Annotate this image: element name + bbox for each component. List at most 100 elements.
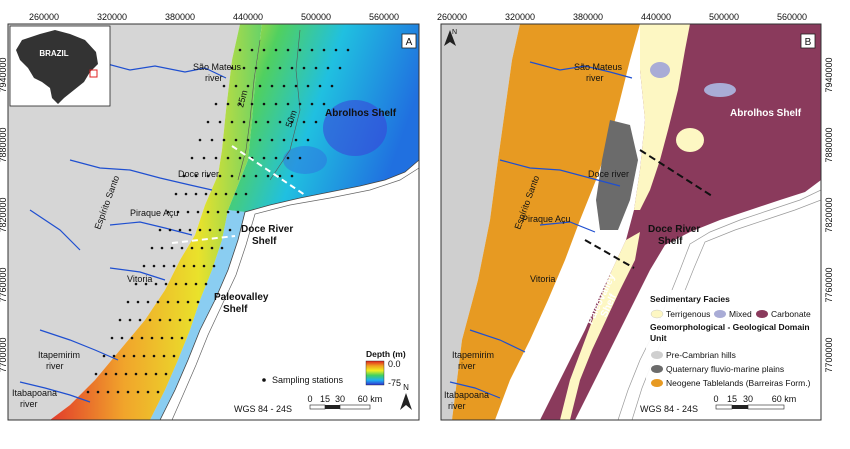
- sampling-station: [170, 246, 174, 250]
- sampling-station: [294, 84, 298, 88]
- sampling-station: [204, 282, 208, 286]
- sampling-station: [182, 264, 186, 268]
- sampling-station: [314, 120, 318, 124]
- sampling-station: [166, 300, 170, 304]
- sampling-station: [186, 300, 190, 304]
- sampling-station: [186, 210, 190, 214]
- sampling-station: [162, 354, 166, 358]
- sampling-station: [194, 174, 198, 178]
- depth-min: -75: [388, 378, 401, 388]
- shelf-divider: [639, 149, 713, 197]
- sampling-station: [298, 156, 302, 160]
- sampling-station: [206, 210, 210, 214]
- depth-legend: Depth (m) 0.0 -75: [365, 349, 406, 388]
- sampling-station: [306, 138, 310, 142]
- y-tick: 7700000: [824, 337, 834, 372]
- sampling-station: [158, 318, 162, 322]
- legend-precambrian: Pre-Cambrian hills: [666, 350, 736, 360]
- doce-river: [499, 159, 621, 187]
- piraque-river: [539, 221, 596, 233]
- sampling-station: [290, 120, 294, 124]
- sampling-station: [314, 66, 318, 70]
- x-tick: 500000: [709, 12, 739, 22]
- panel-letter: B: [805, 37, 812, 48]
- sampling-station: [156, 300, 160, 304]
- x-tick: 320000: [505, 12, 535, 22]
- y-tick: 7940000: [0, 57, 8, 92]
- sampling-station: [118, 318, 122, 322]
- sampling-station: [152, 264, 156, 268]
- sampling-station: [172, 264, 176, 268]
- sampling-station: [120, 336, 124, 340]
- label-itabapoana: Itabapoana: [444, 390, 489, 400]
- sampling-station: [192, 264, 196, 268]
- sampling-station: [274, 48, 278, 52]
- sampling-station: [190, 246, 194, 250]
- x-axis-b: 260000 320000 380000 440000 500000 56000…: [437, 12, 807, 22]
- sao-mateus-river: [99, 61, 227, 79]
- sampling-station: [178, 228, 182, 232]
- sampling-station: [310, 48, 314, 52]
- sampling-station: [142, 354, 146, 358]
- scale-tick: 0: [307, 394, 312, 404]
- sampling-station: [346, 48, 350, 52]
- sampling-station: [202, 264, 206, 268]
- sampling-station: [112, 354, 116, 358]
- sampling-station: [184, 192, 188, 196]
- sampling-station: [144, 372, 148, 376]
- carbonate-swatch: [756, 310, 768, 318]
- sampling-station: [172, 354, 176, 358]
- label-doce-river: Doce river: [588, 169, 629, 179]
- sampling-station: [214, 192, 218, 196]
- terrigenous-patch: [676, 128, 704, 152]
- label-piraque: Piraque Açu: [130, 208, 179, 218]
- bathymetry-coastal: [50, 24, 262, 420]
- x-tick: 440000: [641, 12, 671, 22]
- north-label: N: [403, 383, 409, 392]
- land-area: [8, 24, 240, 420]
- shelf-divider: [171, 235, 236, 244]
- sampling-station: [154, 282, 158, 286]
- sampling-station: [290, 66, 294, 70]
- sampling-station: [168, 318, 172, 322]
- sampling-station: [146, 390, 150, 394]
- sampling-station: [218, 174, 222, 178]
- terrigenous-swatch: [650, 309, 664, 319]
- quaternary-swatch: [651, 365, 663, 373]
- sampling-station: [126, 300, 130, 304]
- sampling-station: [182, 174, 186, 178]
- sampling-station: [334, 48, 338, 52]
- sampling-station: [220, 246, 224, 250]
- sampling-station: [234, 138, 238, 142]
- sampling-station: [234, 84, 238, 88]
- sampling-station: [322, 48, 326, 52]
- depth-legend-title: Depth (m): [366, 349, 406, 359]
- y-tick: 7700000: [0, 337, 8, 372]
- sampling-station: [266, 174, 270, 178]
- sampling-station: [142, 264, 146, 268]
- sampling-station: [204, 192, 208, 196]
- sampling-station: [298, 48, 302, 52]
- sampling-station: [170, 336, 174, 340]
- sampling-station: [162, 264, 166, 268]
- sampling-station: [174, 282, 178, 286]
- mixed-swatch: [714, 310, 726, 318]
- precambrian-hills: [441, 24, 520, 420]
- legend-neogene: Neogene Tablelands (Barreiras Form.): [666, 378, 811, 388]
- sampling-legend-dot: [262, 378, 266, 382]
- sampling-station: [136, 300, 140, 304]
- y-axis-b: 7940000 7880000 7820000 7760000 7700000: [824, 57, 834, 372]
- sampling-station: [158, 228, 162, 232]
- scalebar-b: 0 15 30 60 km: [713, 394, 796, 410]
- sampling-station: [196, 300, 200, 304]
- carbonate-facies: [540, 24, 821, 420]
- y-tick: 7880000: [0, 127, 8, 162]
- sampling-station: [326, 66, 330, 70]
- sampling-station: [168, 228, 172, 232]
- sampling-station: [274, 102, 278, 106]
- rivers: [449, 61, 633, 399]
- sampling-station: [278, 120, 282, 124]
- sampling-station: [194, 192, 198, 196]
